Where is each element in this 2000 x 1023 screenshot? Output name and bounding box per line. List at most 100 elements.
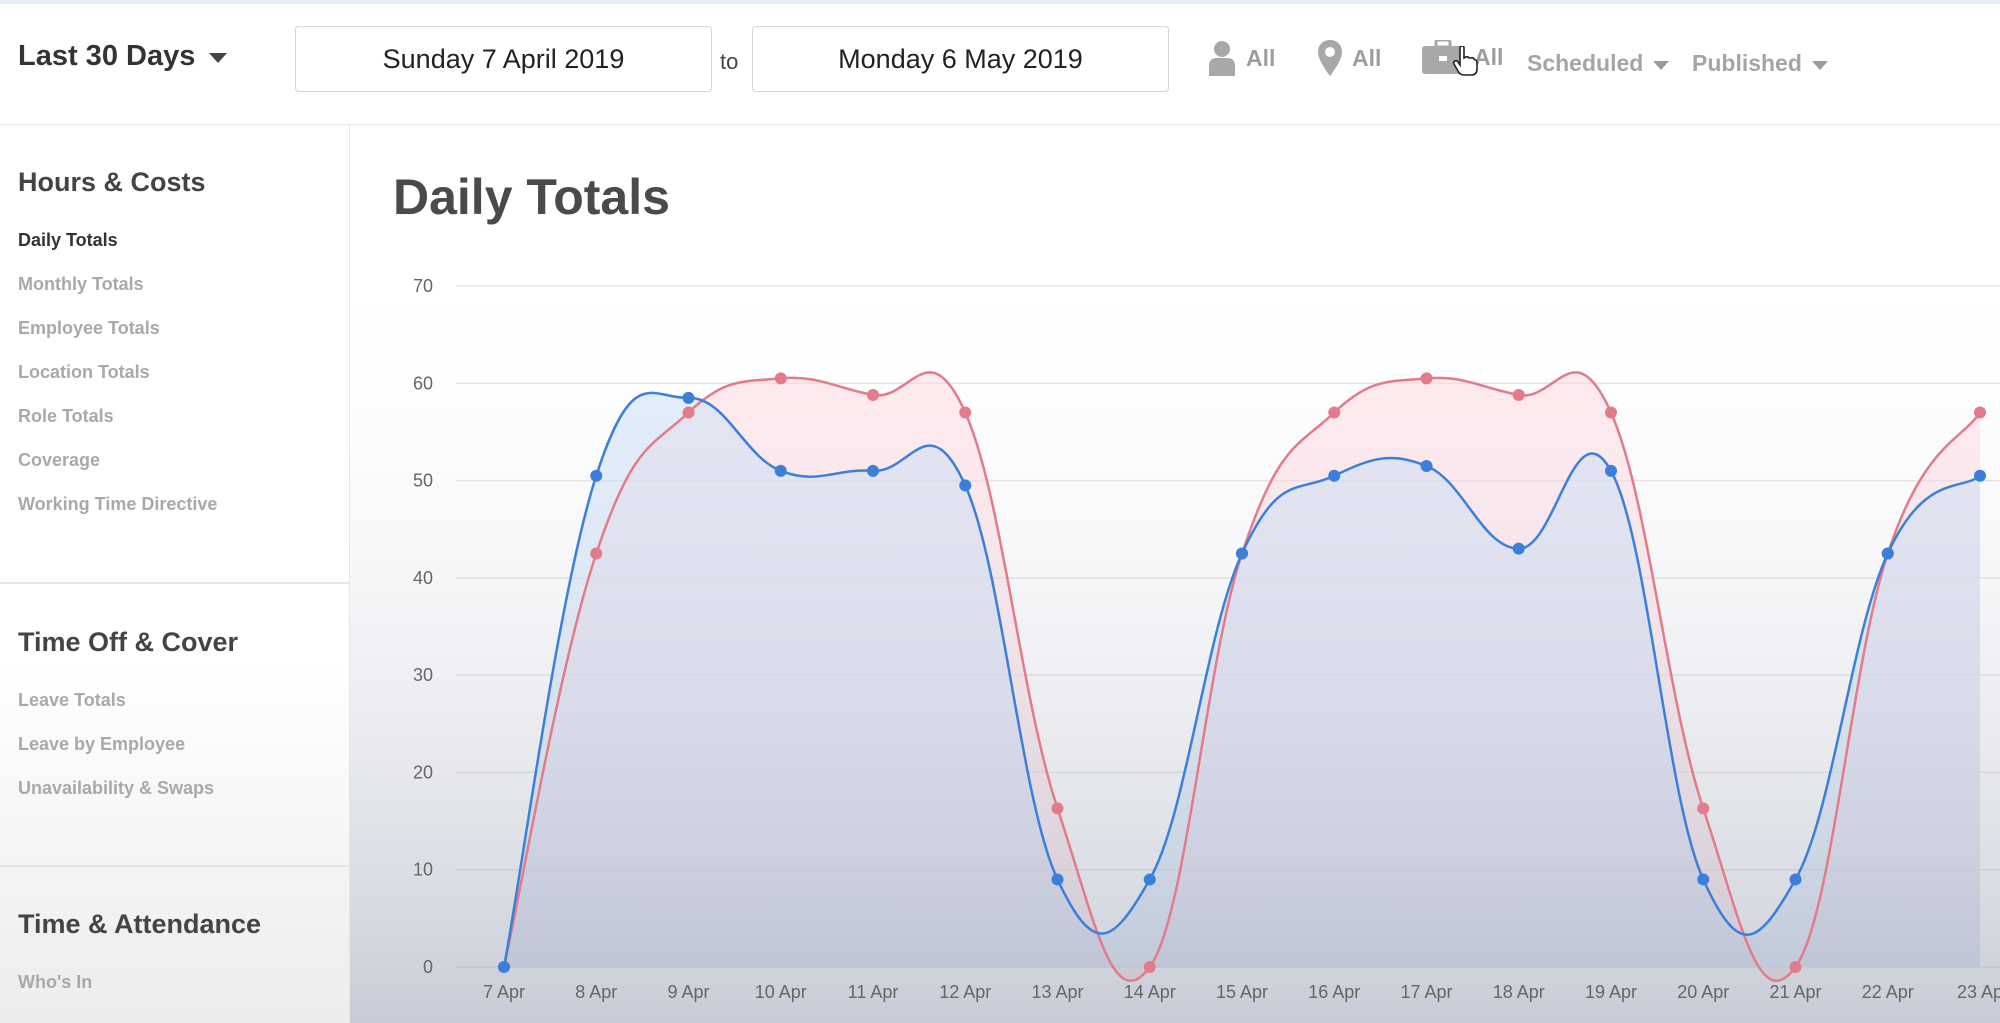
top-toolbar: Last 30 Days Sunday 7 April 2019 to Mond… <box>0 4 2000 125</box>
data-point[interactable] <box>1605 464 1617 477</box>
data-point[interactable] <box>590 547 603 560</box>
end-date-field[interactable]: Monday 6 May 2019 <box>752 26 1169 92</box>
x-tick-label: 8 Apr <box>575 982 617 1002</box>
y-tick-label: 10 <box>413 860 433 880</box>
data-point[interactable] <box>1420 372 1433 385</box>
start-date-field[interactable]: Sunday 7 April 2019 <box>295 26 712 92</box>
date-range-dropdown[interactable]: Last 30 Days <box>18 40 228 73</box>
data-point[interactable] <box>1051 802 1064 815</box>
chevron-down-icon <box>1811 60 1828 70</box>
y-tick-label: 20 <box>413 762 433 782</box>
sidebar-item-role-totals[interactable]: Role Totals <box>18 406 114 426</box>
sidebar-item-leave-by-employee[interactable]: Leave by Employee <box>18 734 186 754</box>
sidebar-divider <box>0 865 349 867</box>
x-tick-label: 14 Apr <box>1124 982 1176 1002</box>
x-tick-label: 11 Apr <box>848 982 899 1002</box>
x-tick-label: 18 Apr <box>1493 982 1545 1002</box>
role-filter-label: All <box>1474 43 1504 70</box>
sidebar-heading-hours-costs: Hours & Costs <box>18 167 206 197</box>
x-tick-label: 21 Apr <box>1769 982 1821 1002</box>
scheduled-dropdown[interactable]: Scheduled <box>1527 50 1670 77</box>
top-accent-strip <box>0 0 2000 4</box>
sidebar-section-hours-costs: Hours & Costs Daily Totals Monthly Total… <box>18 167 217 526</box>
x-tick-label: 10 Apr <box>755 982 807 1002</box>
data-point[interactable] <box>1605 406 1617 419</box>
sidebar-item-working-time-directive[interactable]: Working Time Directive <box>18 494 218 514</box>
sidebar-item-monthly-totals[interactable]: Monthly Totals <box>18 274 144 294</box>
date-range-label: Last 30 Days <box>18 40 196 72</box>
hand-cursor-icon <box>1452 46 1478 76</box>
sidebar-heading-time-off-cover: Time Off & Cover <box>18 627 239 657</box>
data-point[interactable] <box>774 372 787 385</box>
data-point[interactable] <box>1974 406 1986 419</box>
x-tick-label: 17 Apr <box>1400 982 1452 1002</box>
data-point[interactable] <box>867 388 879 401</box>
x-tick-label: 12 Apr <box>939 982 991 1002</box>
sidebar-item-whos-in[interactable]: Who's In <box>18 972 93 992</box>
to-label: to <box>720 49 739 74</box>
person-icon <box>1209 41 1235 76</box>
sidebar-item-coverage[interactable]: Coverage <box>18 450 101 470</box>
data-point[interactable] <box>590 469 603 482</box>
data-point[interactable] <box>1236 547 1248 560</box>
data-point[interactable] <box>1789 961 1802 973</box>
x-tick-label: 20 Apr <box>1677 982 1729 1002</box>
page-title: Daily Totals <box>393 169 670 225</box>
x-tick-label: 16 Apr <box>1308 982 1360 1002</box>
x-tick-label: 15 Apr <box>1216 982 1268 1002</box>
data-point[interactable] <box>1051 873 1064 886</box>
x-tick-label: 19 Apr <box>1585 982 1637 1002</box>
data-point[interactable] <box>1789 873 1802 886</box>
y-tick-label: 30 <box>413 665 433 685</box>
x-tick-label: 22 Apr <box>1862 982 1914 1002</box>
published-dropdown[interactable]: Published <box>1692 50 1828 77</box>
data-point[interactable] <box>1420 459 1433 472</box>
data-point[interactable] <box>1143 873 1156 886</box>
data-point[interactable] <box>959 406 972 419</box>
data-point[interactable] <box>1328 406 1341 419</box>
sidebar-item-unavailability-swaps[interactable]: Unavailability & Swaps <box>18 778 215 798</box>
chevron-down-icon <box>209 53 228 63</box>
sidebar-heading-time-attendance: Time & Attendance <box>18 909 262 939</box>
data-point[interactable] <box>1697 873 1710 886</box>
sidebar-section-time-off-cover: Time Off & Cover Leave Totals Leave by E… <box>18 627 238 810</box>
x-tick-label: 13 Apr <box>1031 982 1083 1002</box>
y-tick-label: 50 <box>413 471 433 491</box>
data-point[interactable] <box>1881 547 1894 560</box>
location-filter-label: All <box>1352 44 1382 71</box>
data-point[interactable] <box>498 961 510 973</box>
data-point[interactable] <box>959 479 972 492</box>
data-point[interactable] <box>1328 469 1341 482</box>
series-line <box>502 391 1981 968</box>
y-tick-label: 40 <box>413 568 433 588</box>
employee-filter-label: All <box>1246 44 1276 71</box>
data-point[interactable] <box>774 464 787 477</box>
data-point[interactable] <box>1974 469 1986 482</box>
data-point[interactable] <box>1512 388 1525 401</box>
data-point[interactable] <box>682 406 695 419</box>
sidebar-item-location-totals[interactable]: Location Totals <box>18 362 150 382</box>
location-filter[interactable]: All <box>1318 40 1381 76</box>
sidebar-item-employee-totals[interactable]: Employee Totals <box>18 318 160 338</box>
briefcase-icon <box>1422 40 1464 74</box>
employee-filter[interactable]: All <box>1208 40 1275 76</box>
x-tick-label: 23 Ap <box>1957 982 2000 1002</box>
y-tick-label: 0 <box>423 957 433 977</box>
daily-totals-chart: 0 10 20 30 40 50 60 70 7 Apr 8 Apr 9 Apr 10 Apr 11 A… <box>350 250 2000 1023</box>
series-line <box>502 371 1982 982</box>
data-point[interactable] <box>1143 961 1156 973</box>
x-tick-label: 9 Apr <box>667 982 709 1002</box>
sidebar-divider <box>0 582 349 584</box>
data-point[interactable] <box>1512 542 1525 555</box>
sidebar-item-daily-totals[interactable]: Daily Totals <box>18 230 118 250</box>
y-tick-label: 70 <box>413 276 433 296</box>
data-point[interactable] <box>867 464 879 477</box>
chart-bottom-shade <box>350 250 2000 1023</box>
role-filter[interactable]: All <box>1422 40 1503 74</box>
sidebar-item-leave-totals[interactable]: Leave Totals <box>18 690 126 710</box>
y-tick-label: 60 <box>413 373 433 393</box>
data-point[interactable] <box>682 391 695 404</box>
location-pin-icon <box>1318 40 1342 76</box>
sidebar-section-time-attendance: Time & Attendance Who's In <box>18 909 261 1004</box>
data-point[interactable] <box>1697 802 1710 815</box>
